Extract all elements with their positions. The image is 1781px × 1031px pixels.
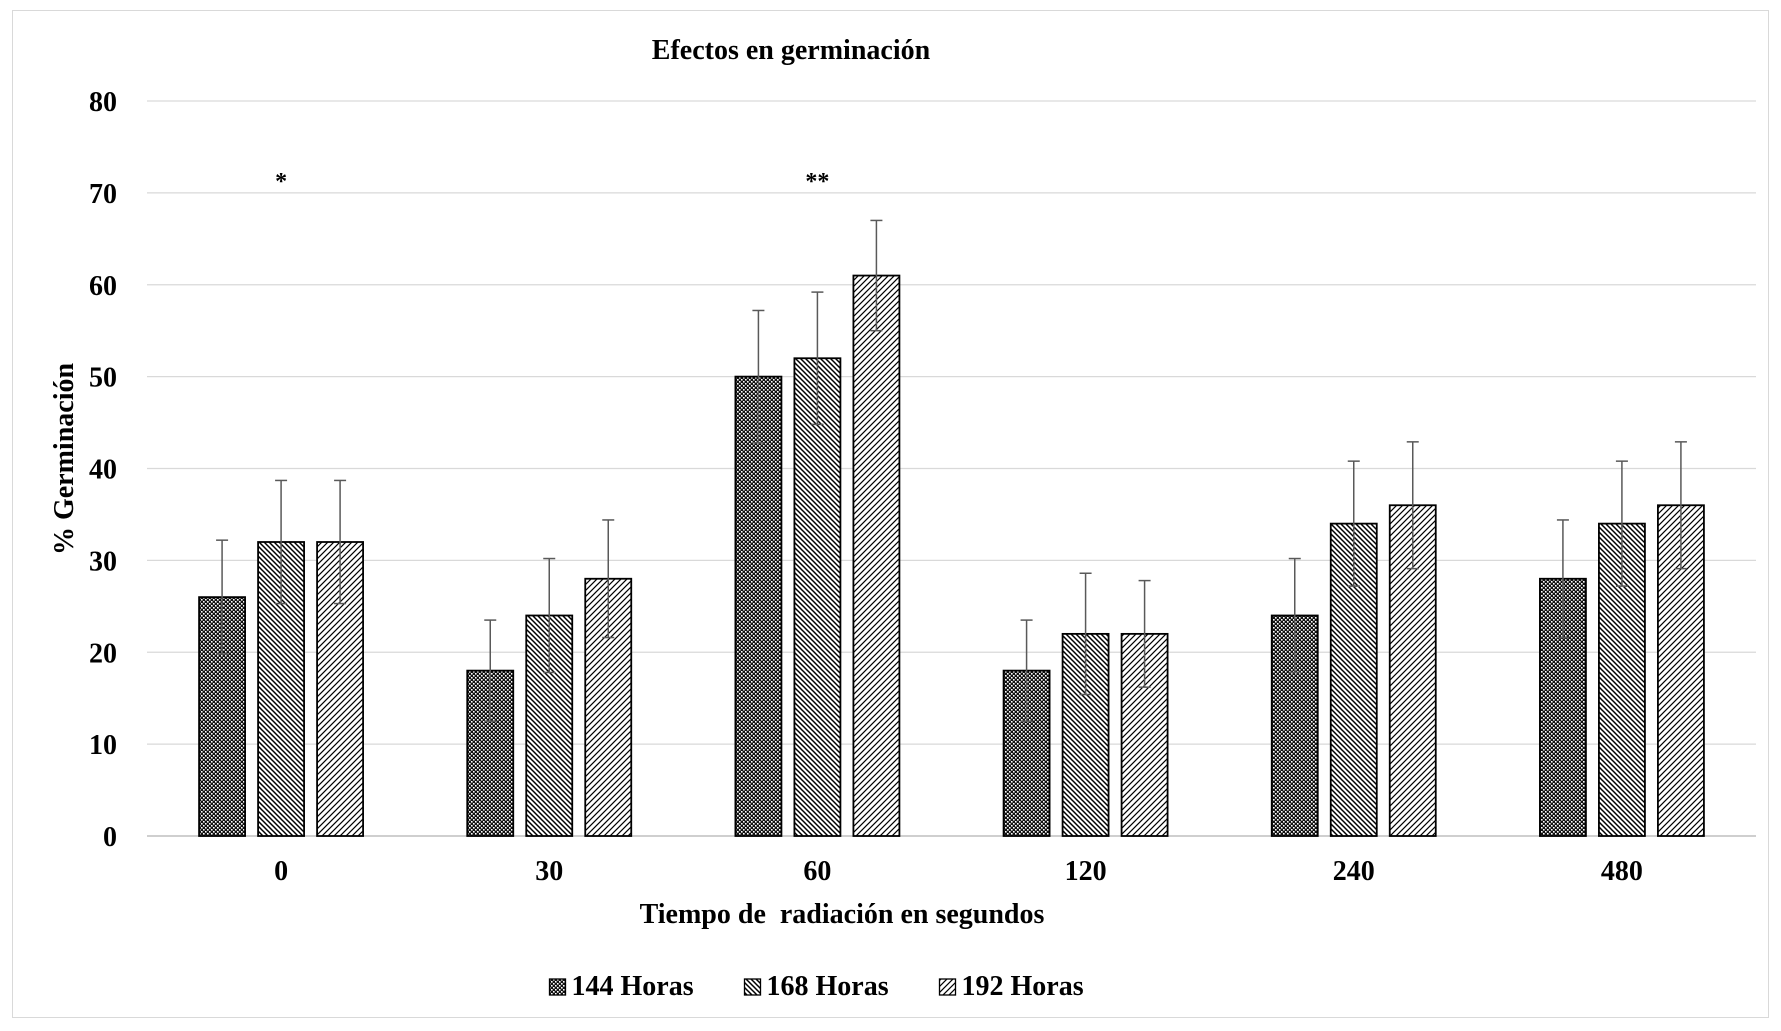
significance-marker: * <box>275 169 287 195</box>
y-axis-label: % Germinación <box>49 363 80 556</box>
chart-title: Efectos en germinación <box>652 35 931 66</box>
y-tick-label: 20 <box>89 638 117 669</box>
legend-swatch <box>548 978 567 996</box>
error-bars <box>216 219 1687 722</box>
x-axis-label: Tiempo de radiación en segundos <box>640 899 1045 930</box>
legend-swatch <box>743 978 762 996</box>
y-tick-label: 80 <box>89 87 117 118</box>
y-tick-label: 70 <box>89 179 117 210</box>
bar <box>734 375 783 837</box>
significance-annotations: * ** <box>275 169 829 195</box>
bars <box>198 274 1705 837</box>
legend-label: 168 Horas <box>767 971 889 1002</box>
chart-area: Efectos en germinación % Germinación Tie… <box>12 10 1769 1018</box>
y-tick-label: 50 <box>89 363 117 394</box>
x-tick-label: 480 <box>1601 856 1643 887</box>
x-tick-label: 120 <box>1065 856 1107 887</box>
x-tick-label: 30 <box>535 856 563 887</box>
bar-chart: Efectos en germinación % Germinación Tie… <box>49 35 1756 1002</box>
y-tick-label: 40 <box>89 455 117 486</box>
legend: 144 Horas 168 Horas 192 Horas <box>548 971 1084 1002</box>
x-tick-labels: 0 30 60 120 240 480 <box>274 856 1643 887</box>
gridlines <box>147 100 1756 837</box>
y-tick-label: 10 <box>89 730 117 761</box>
legend-label: 144 Horas <box>572 971 694 1002</box>
y-tick-label: 30 <box>89 546 117 577</box>
bar <box>852 274 901 837</box>
bar <box>793 357 842 837</box>
y-tick-label: 0 <box>103 822 117 853</box>
y-tick-label: 60 <box>89 271 117 302</box>
legend-label: 192 Horas <box>962 971 1084 1002</box>
legend-swatch <box>938 978 957 996</box>
x-tick-label: 240 <box>1333 856 1375 887</box>
x-tick-label: 0 <box>274 856 288 887</box>
bar <box>1388 504 1437 837</box>
significance-marker: ** <box>805 169 829 195</box>
y-tick-labels: 0 10 20 30 40 50 60 70 80 <box>89 87 117 853</box>
x-tick-label: 60 <box>803 856 831 887</box>
